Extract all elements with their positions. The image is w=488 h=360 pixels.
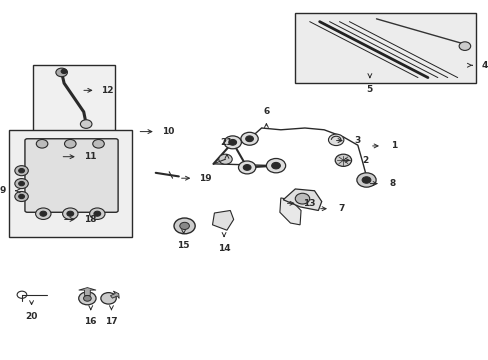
Circle shape xyxy=(243,165,250,170)
Circle shape xyxy=(228,139,236,145)
Text: 5: 5 xyxy=(366,85,372,94)
Text: 7: 7 xyxy=(338,204,345,213)
Polygon shape xyxy=(279,198,301,225)
Bar xyxy=(9,130,131,237)
Polygon shape xyxy=(212,211,233,230)
Text: 6: 6 xyxy=(263,107,269,116)
FancyBboxPatch shape xyxy=(25,139,118,212)
Circle shape xyxy=(36,208,51,220)
Circle shape xyxy=(36,139,48,148)
Text: 19: 19 xyxy=(199,174,211,183)
Circle shape xyxy=(295,193,309,204)
Circle shape xyxy=(101,293,116,304)
Text: 3: 3 xyxy=(354,136,360,145)
Text: 8: 8 xyxy=(389,179,395,188)
Bar xyxy=(295,13,475,83)
FancyArrow shape xyxy=(110,291,119,298)
Circle shape xyxy=(15,192,28,202)
Circle shape xyxy=(356,173,375,187)
Text: 13: 13 xyxy=(303,199,315,208)
Text: 20: 20 xyxy=(25,312,38,321)
Text: 16: 16 xyxy=(84,317,97,326)
Circle shape xyxy=(15,166,28,176)
Circle shape xyxy=(238,161,255,174)
Circle shape xyxy=(40,211,46,216)
Circle shape xyxy=(94,211,101,216)
Text: 1: 1 xyxy=(390,141,396,150)
Circle shape xyxy=(174,218,195,234)
Text: 15: 15 xyxy=(177,241,189,250)
Circle shape xyxy=(328,134,343,145)
Circle shape xyxy=(56,68,67,77)
Circle shape xyxy=(93,139,104,148)
Circle shape xyxy=(80,120,92,129)
Circle shape xyxy=(19,194,24,199)
Bar xyxy=(33,65,115,137)
Text: 21: 21 xyxy=(220,138,233,147)
Circle shape xyxy=(218,154,232,164)
Circle shape xyxy=(180,222,189,229)
Text: 9: 9 xyxy=(0,186,6,195)
Text: 4: 4 xyxy=(480,61,487,70)
Circle shape xyxy=(67,211,74,216)
Text: 10: 10 xyxy=(161,127,174,136)
Circle shape xyxy=(245,136,253,141)
Circle shape xyxy=(64,139,76,148)
Circle shape xyxy=(241,132,258,145)
Text: 18: 18 xyxy=(83,215,96,224)
Polygon shape xyxy=(283,189,321,211)
Circle shape xyxy=(266,158,285,173)
Circle shape xyxy=(62,208,78,220)
Circle shape xyxy=(83,296,91,301)
Circle shape xyxy=(15,179,28,189)
FancyArrow shape xyxy=(79,288,96,296)
Circle shape xyxy=(19,168,24,173)
Circle shape xyxy=(458,42,470,50)
Circle shape xyxy=(61,69,67,73)
Circle shape xyxy=(224,136,241,149)
Circle shape xyxy=(362,177,370,183)
Text: 2: 2 xyxy=(361,156,367,165)
Text: 11: 11 xyxy=(83,152,96,161)
Circle shape xyxy=(335,154,351,166)
Circle shape xyxy=(89,208,105,220)
Text: 12: 12 xyxy=(101,86,114,95)
Circle shape xyxy=(271,162,280,169)
Circle shape xyxy=(19,181,24,186)
Text: 14: 14 xyxy=(217,244,230,253)
Text: 17: 17 xyxy=(105,317,118,326)
Circle shape xyxy=(79,292,96,305)
